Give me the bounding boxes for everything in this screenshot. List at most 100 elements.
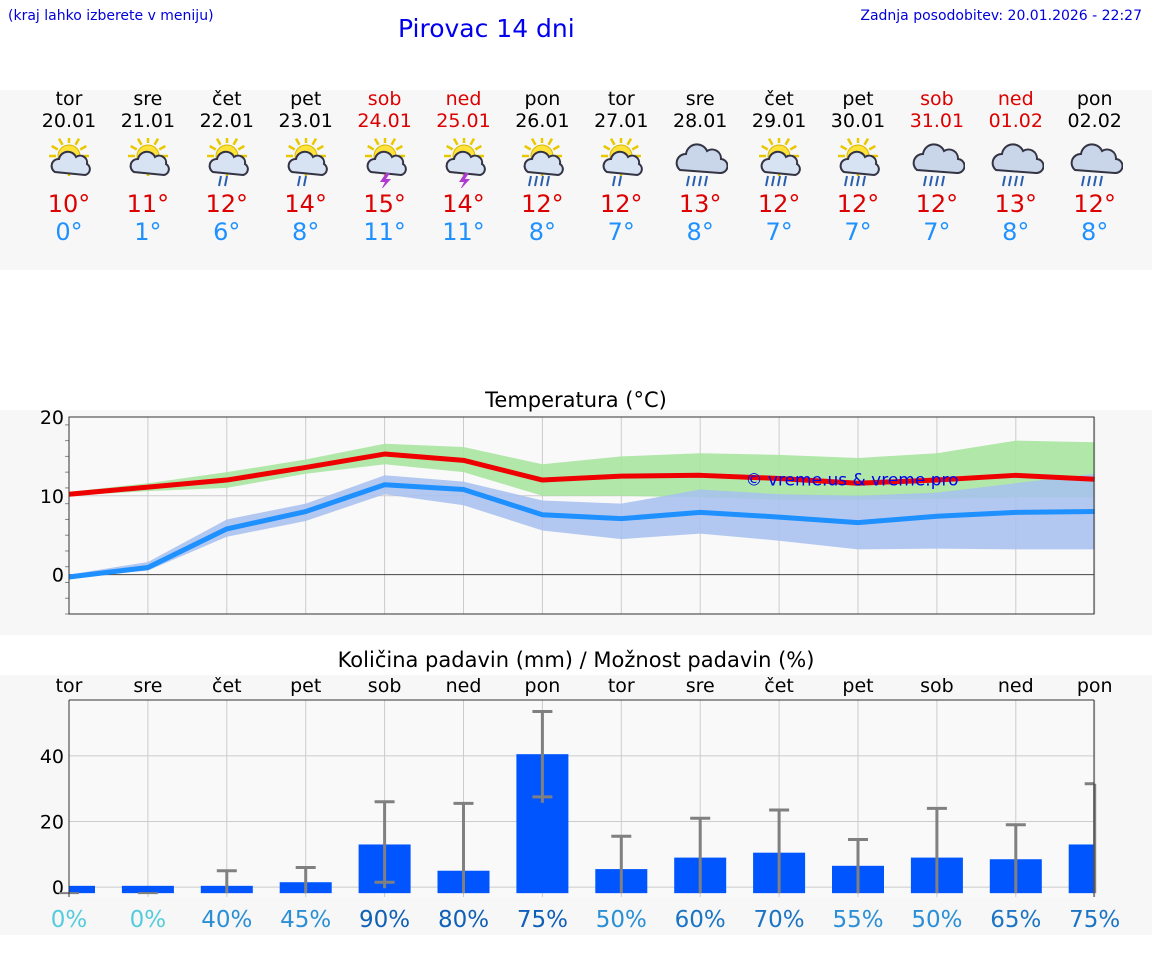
x-category-label: tor [56, 675, 83, 697]
forecast-day: čet 29.01 12° 7° [739, 88, 819, 246]
lightning-icon [379, 173, 391, 188]
day-date: 01.02 [988, 110, 1043, 132]
day-date: 29.01 [751, 110, 807, 132]
min-temperature: 11° [442, 218, 485, 246]
sun-cloud-rain-icon [285, 138, 328, 187]
rain-drops-icon [217, 175, 228, 187]
x-category-label: sre [133, 675, 162, 697]
min-temperature: 11° [363, 218, 406, 246]
forecast-panel [0, 90, 1152, 270]
day-name: pet [290, 88, 322, 110]
sun-cloud-heavy-rain-icon [522, 138, 565, 187]
plot-frame [68, 416, 1095, 615]
forecast-day: sre 28.01 13° 8° [660, 88, 740, 246]
day-name: tor [55, 88, 83, 110]
ad-space [0, 270, 1152, 365]
min-temperature: 7° [765, 218, 793, 246]
rain-drops-icon [922, 175, 945, 187]
rain-drops-icon [765, 175, 788, 187]
precipitation-probability: 50% [596, 907, 647, 933]
day-name: sob [920, 88, 954, 110]
rain-drops-icon [1080, 175, 1103, 187]
rain-drops-icon [1001, 175, 1024, 187]
max-temperature: 12° [600, 190, 643, 218]
forecast-day: pet 23.01 14° 8° [266, 88, 346, 246]
precipitation-chart: 0 20 40 tor sre čet pet sob ned pon tor sre čet pet so… [40, 675, 1120, 933]
precipitation-bar [69, 885, 95, 894]
day-name: ned [997, 88, 1034, 110]
precipitation-probability: 65% [990, 907, 1041, 933]
x-category-label: čet [764, 675, 794, 697]
rain-drops-icon [612, 175, 623, 187]
lightning-icon [458, 173, 470, 188]
day-date: 23.01 [278, 110, 333, 132]
forecast-day: sob 24.01 15° 11° [345, 88, 425, 246]
day-name: tor [607, 88, 635, 110]
day-name: čet [764, 88, 794, 110]
day-name: pon [1076, 88, 1113, 110]
day-date: 24.01 [357, 110, 412, 132]
max-temperature-line [68, 451, 1095, 497]
forecast-day: sre 21.01 11° 1° [108, 88, 188, 246]
day-name: pet [842, 88, 874, 110]
max-temperature: 13° [994, 190, 1038, 218]
precipitation-probability: 80% [438, 907, 489, 933]
max-temperature: 12° [521, 190, 564, 218]
max-temperature: 12° [915, 190, 959, 218]
cloud-icon [760, 150, 801, 177]
min-temperature: 8° [528, 218, 557, 246]
day-date: 31.01 [909, 110, 965, 132]
rain-drops-icon [686, 175, 709, 187]
day-name: pon [524, 88, 561, 110]
cloud-icon [839, 150, 880, 177]
cloud-icon [287, 150, 328, 177]
day-name: sob [367, 88, 402, 110]
max-temperature: 12° [836, 190, 880, 218]
day-date: 26.01 [515, 110, 570, 132]
day-date: 22.01 [199, 110, 254, 132]
max-temperature: 14° [284, 190, 327, 218]
x-category-label: čet [212, 675, 242, 697]
day-date: 25.01 [436, 110, 491, 132]
forecast-day: tor 20.01 10° 0° [29, 88, 109, 246]
forecast-day: sob 31.01 12° 7° [897, 88, 977, 246]
forecast-day: ned 25.01 14° 11° [424, 88, 504, 246]
min-temperature: 8° [1002, 218, 1030, 246]
last-updated: Zadnja posodobitev: 20.01.2026 - 22:27 [860, 8, 1142, 24]
x-category-label: pon [1077, 675, 1113, 697]
day-date: 28.01 [672, 110, 728, 132]
cloud-icon [912, 143, 965, 174]
sun-cloud-icon [49, 138, 91, 177]
cloud-rain-icon [675, 143, 729, 187]
day-date: 20.01 [41, 110, 97, 132]
min-temperature: 8° [1081, 218, 1109, 246]
min-temperature: 7° [607, 218, 635, 246]
x-category-label: tor [608, 675, 635, 697]
max-temperature: 11° [126, 190, 170, 218]
sun-cloud-heavy-rain-icon [838, 138, 880, 187]
cloud-rain-icon [912, 143, 965, 187]
min-temperature: 1° [134, 218, 162, 246]
forecast-day: pon 26.01 12° 8° [502, 88, 582, 246]
y-tick-label: 20 [40, 811, 64, 833]
page-title: Pirovac 14 dni [398, 14, 575, 43]
y-tick-label: 0 [52, 877, 64, 899]
min-range-band [69, 473, 1095, 578]
day-name: ned [445, 88, 482, 110]
precipitation-probability: 75% [1069, 907, 1120, 933]
min-temperature: 7° [844, 218, 872, 246]
y-tick-label: 40 [40, 746, 64, 768]
x-category-label: ned [446, 675, 482, 697]
max-range-band [69, 440, 1095, 500]
temperature-chart: 0 10 20 © vreme.us & vreme.pro [40, 407, 1096, 615]
cloud-icon [991, 143, 1044, 174]
cloud-icon [129, 150, 170, 177]
cloud-rain-icon [991, 143, 1044, 187]
rain-drops-icon [528, 175, 551, 187]
day-date: 27.01 [594, 110, 649, 132]
max-temperature: 12° [205, 190, 249, 218]
precipitation-probability: 60% [675, 907, 726, 933]
x-category-label: ned [998, 675, 1034, 697]
sun-cloud-rain-icon [206, 138, 249, 187]
day-name: sre [685, 88, 715, 110]
